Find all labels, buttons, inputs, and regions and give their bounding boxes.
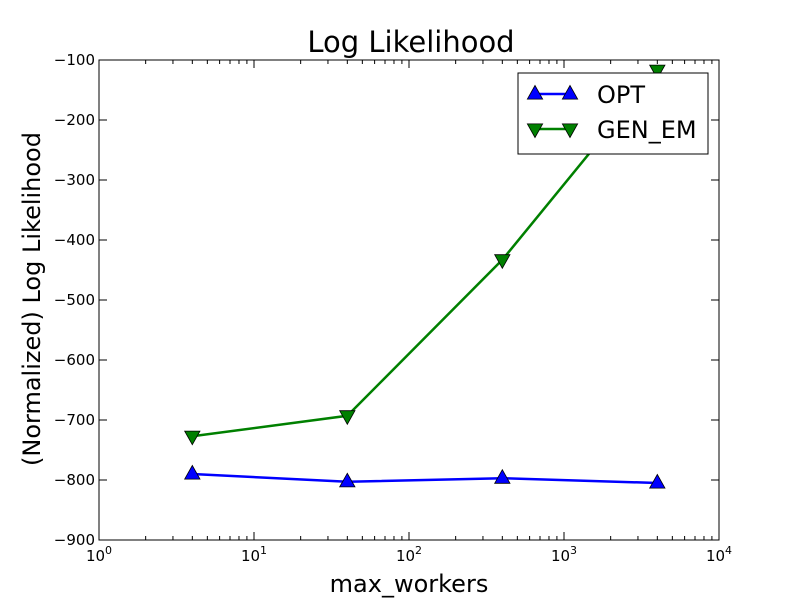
legend-label: OPT: [597, 81, 645, 109]
legend-box: [517, 72, 709, 155]
x-axis-label: max_workers: [330, 570, 489, 598]
data-point: [183, 430, 201, 446]
x-tick-label: 102: [396, 544, 422, 565]
chart-title: Log Likelihood: [307, 25, 514, 59]
legend-marker: [561, 84, 579, 100]
series-opt: [183, 464, 666, 489]
data-point: [338, 410, 356, 426]
legend-marker: [526, 84, 544, 100]
y-tick-label: −700: [54, 411, 95, 429]
legend: OPT GEN_EM: [517, 72, 709, 155]
x-tick-label: 100: [86, 544, 112, 565]
y-tick-label: −900: [54, 531, 95, 549]
series-gen-em: [183, 64, 666, 446]
data-point: [493, 468, 511, 484]
legend-marker: [561, 123, 579, 139]
series-layer: [183, 64, 666, 489]
plot-frame: [98, 59, 720, 541]
data-point: [648, 473, 666, 489]
x-tick-label: 103: [551, 544, 577, 565]
y-tick-label: −500: [54, 291, 95, 309]
y-tick-label: −400: [54, 231, 95, 249]
x-tick-label: 101: [241, 544, 267, 565]
y-tick-label: −200: [54, 111, 95, 129]
y-axis-label: (Normalized) Log Likelihood: [18, 132, 46, 466]
legend-marker: [526, 123, 544, 139]
data-point: [648, 64, 666, 80]
data-point: [493, 254, 511, 270]
y-tick-label: −300: [54, 171, 95, 189]
y-tick-label: −800: [54, 471, 95, 489]
legend-entry: OPT: [526, 81, 645, 109]
series-line: [192, 69, 659, 438]
axis-ticks: −900 −800 −700 −600 −500 −400 −300 −200 −100 100 1…: [54, 51, 732, 565]
series-line: [192, 472, 658, 485]
legend-entry: GEN_EM: [526, 116, 697, 144]
data-point: [183, 464, 201, 480]
x-tick-label: 104: [706, 544, 732, 565]
data-point: [338, 472, 356, 488]
y-tick-label: −100: [54, 51, 95, 69]
y-tick-label: −600: [54, 351, 95, 369]
legend-label: GEN_EM: [597, 116, 697, 144]
